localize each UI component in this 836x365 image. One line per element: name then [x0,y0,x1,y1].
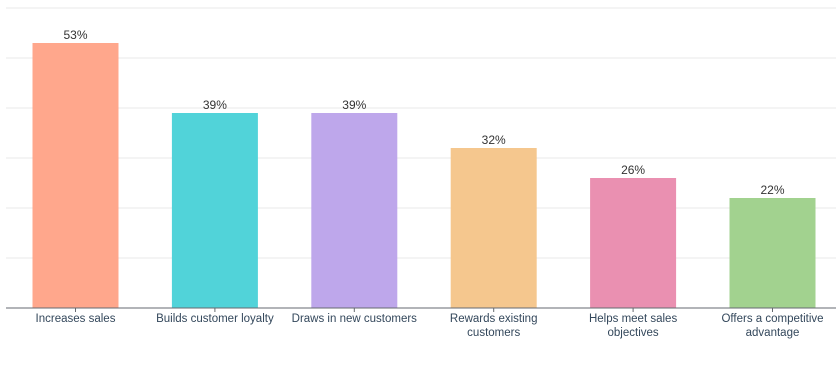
x-tick-label: Builds customer loyalty [156,313,274,325]
data-label: 39% [342,98,366,112]
data-label: 39% [203,98,227,112]
x-tick-label: objectives [608,327,659,339]
labels: 53% Increases sales 39% Builds customer loy… [36,28,824,339]
data-label: 22% [760,183,784,197]
x-tick-label: Rewards existing [450,313,538,325]
bar [729,198,816,308]
x-tick-label: advantage [746,327,800,339]
data-label: 32% [482,133,506,147]
bars [32,43,816,308]
bar [590,178,677,308]
bar [171,113,258,308]
x-tick-label: Draws in new customers [292,313,418,325]
bar [311,113,398,308]
data-label: 26% [621,163,645,177]
x-axis [6,307,836,312]
x-tick-label: customers [467,327,520,339]
bar [450,148,537,308]
x-tick-label: Increases sales [36,313,116,325]
data-label: 53% [63,28,87,42]
bar [32,43,119,308]
x-tick-label: Offers a competitive [721,313,823,325]
gridlines [6,7,836,259]
x-tick-label: Helps meet sales [589,313,677,325]
